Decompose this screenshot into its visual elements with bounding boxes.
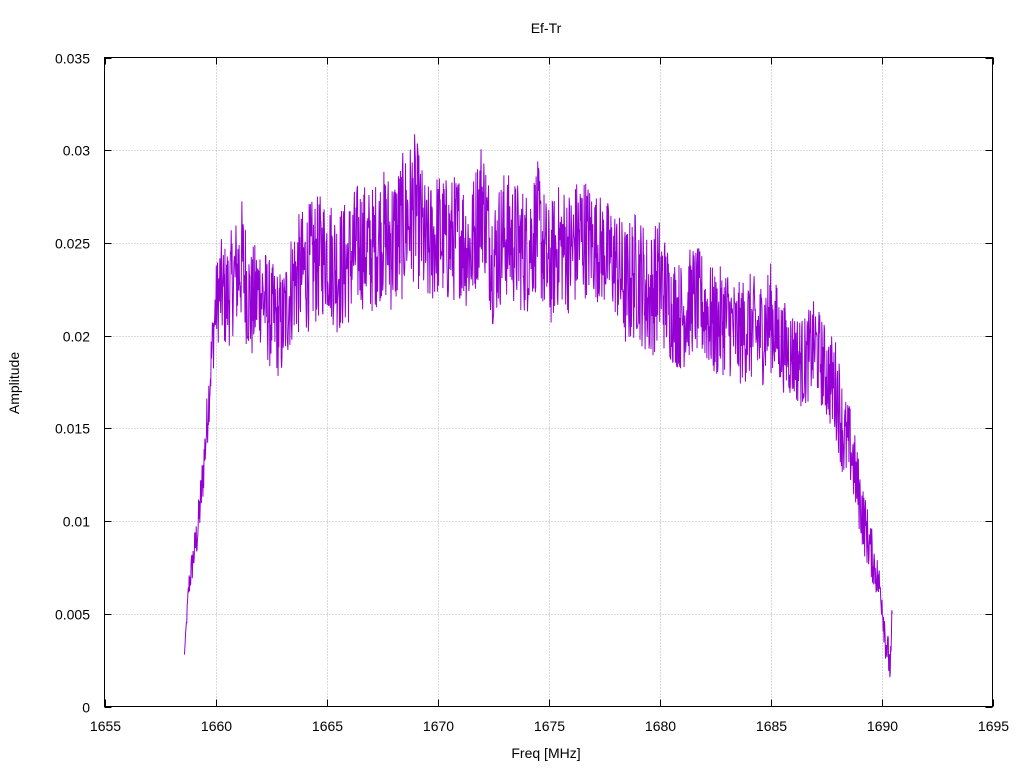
x-axis: 1655 1660 1665 1670 1675 1680 1685 1690 1695: [90, 57, 1009, 734]
y-tick-label: 0.03: [63, 143, 90, 159]
x-axis-label: Freq [MHz]: [511, 745, 580, 761]
x-tick-label: 1655: [90, 718, 121, 734]
chart-title: Ef-Tr: [531, 20, 562, 36]
y-axis-label: Amplitude: [6, 352, 22, 414]
x-tick-label: 1695: [978, 718, 1009, 734]
y-tick-label: 0.005: [55, 607, 90, 623]
x-tick-label: 1690: [867, 718, 898, 734]
x-tick-label: 1675: [534, 718, 565, 734]
y-tick-label: 0.01: [63, 514, 90, 530]
x-tick-label: 1670: [423, 718, 454, 734]
y-tick-label: 0.025: [55, 236, 90, 252]
y-tick-label: 0.035: [55, 51, 90, 67]
x-tick-label: 1660: [201, 718, 232, 734]
x-tick-label: 1680: [645, 718, 676, 734]
x-tick-label: 1685: [756, 718, 787, 734]
x-tick-label: 1665: [312, 718, 343, 734]
y-axis: 0 0.005 0.01 0.015 0.02 0.025 0.03 0.035: [55, 51, 993, 716]
grid: [104, 57, 993, 707]
y-tick-label: 0: [82, 700, 90, 716]
series-line-amplitude: [183, 134, 893, 678]
plot-frame: [104, 57, 993, 707]
y-tick-label: 0.015: [55, 421, 90, 437]
y-tick-label: 0.02: [63, 329, 90, 345]
